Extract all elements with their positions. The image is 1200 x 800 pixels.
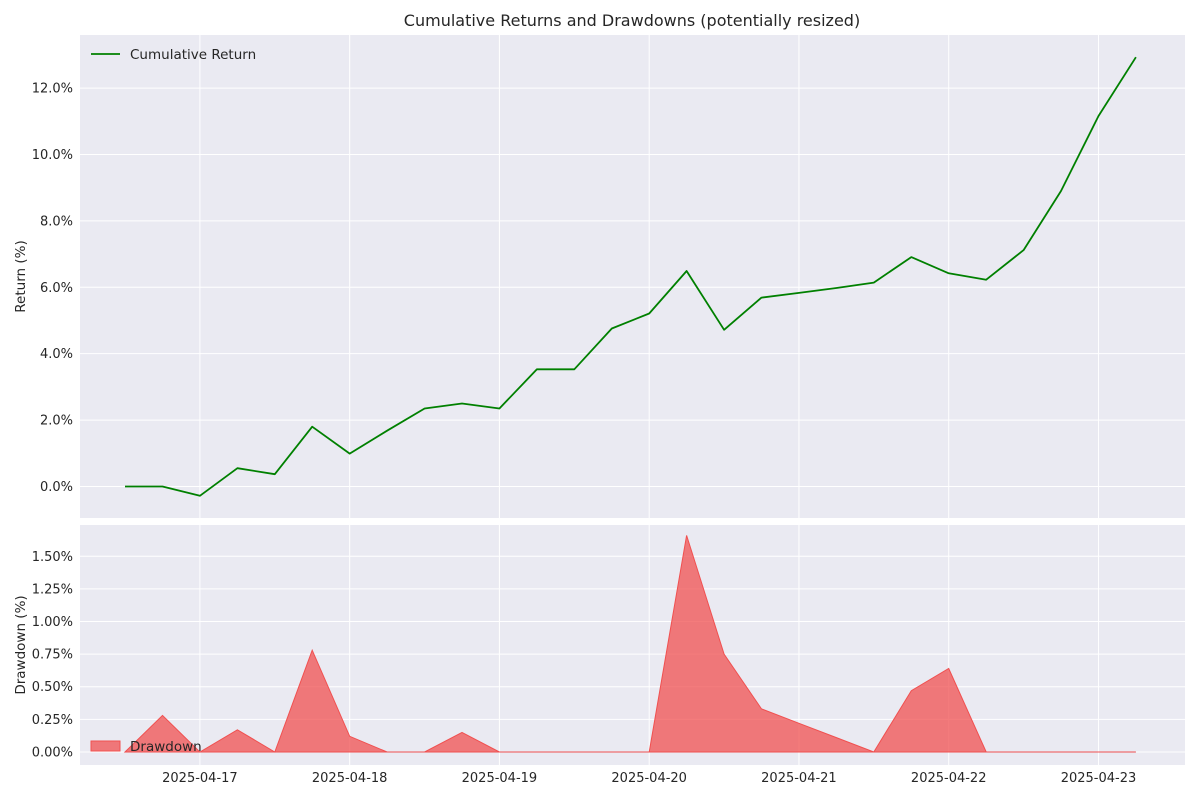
drawdown-point [236,729,238,731]
drawdown-point [611,751,613,753]
drawdown-point [1060,751,1062,753]
drawdown-point [424,751,426,753]
drawdown-point [798,722,800,724]
cumulative-return-line [125,56,1137,497]
drawdown-point [573,751,575,753]
cumulative-return-point [910,256,912,258]
drawdown-point [386,751,388,753]
xtick-label: 2025-04-22 [911,771,987,786]
cumulative-return-point [498,407,500,409]
cumulative-return-point [1135,56,1137,58]
returns-panel: 0.0% 2.0% 4.0% 6.0% 8.0% 10.0% 12.0% Return (%)… [13,35,1185,518]
drawdown-point [686,534,688,536]
legend-swatch-drawdown [90,740,121,752]
cumulative-return-point [948,272,950,274]
drawdown-point [1023,751,1025,753]
legend-label-cumulative-return: Cumulative Return [130,47,256,63]
drawdown-ytick-label: 1.50% [32,550,73,565]
drawdown-point [161,714,163,716]
legend-label-drawdown: Drawdown [130,739,202,755]
drawdown-point [723,653,725,655]
drawdown-point [124,751,126,753]
cumulative-return-point [1023,249,1025,251]
cumulative-return-point [611,327,613,329]
drawdown-point [311,649,313,651]
xtick-label: 2025-04-21 [761,771,837,786]
cumulative-return-point [536,368,538,370]
xtick-label: 2025-04-23 [1061,771,1137,786]
drawdown-point [948,667,950,669]
returns-ytick-label: 6.0% [40,281,73,296]
cumulative-return-point [761,297,763,299]
xtick-label: 2025-04-18 [312,771,388,786]
cumulative-return-point [386,430,388,432]
cumulative-return-point [349,453,351,455]
cumulative-return-point [573,368,575,370]
drawdown-area [123,535,1136,753]
drawdown-point [835,737,837,739]
cumulative-return-point [199,495,201,497]
drawdown-ytick-label: 1.25% [32,582,73,597]
drawdown-point [761,708,763,710]
returns-legend: Cumulative Return [91,47,256,63]
xtick-label: 2025-04-17 [162,771,238,786]
cumulative-return-point [985,279,987,281]
drawdown-ytick-label: 0.75% [32,648,73,663]
drawdown-point [498,751,500,753]
drawdown-point [536,751,538,753]
returns-ytick-label: 2.0% [40,414,73,429]
drawdown-point [349,735,351,737]
cumulative-return-point [648,313,650,315]
cumulative-return-point [274,473,276,475]
cumulative-return-point [124,485,126,487]
xtick-label: 2025-04-19 [462,771,538,786]
drawdown-point [985,751,987,753]
returns-plot-background [80,35,1185,518]
chart-title: Cumulative Returns and Drawdowns (potent… [404,11,860,30]
returns-ytick-label: 10.0% [32,148,73,163]
cumulative-return-point [686,270,688,272]
drawdown-ytick-label: 0.25% [32,713,73,728]
drawdown-ylabel: Drawdown (%) [13,595,29,694]
cumulative-return-point [236,467,238,469]
returns-ylabel: Return (%) [13,240,29,312]
drawdown-point [274,751,276,753]
drawdown-panel: 0.00% 0.25% 0.50% 0.75% 1.00% 1.25% 1.50% 2025-… [13,525,1185,786]
cumulative-return-point [1060,190,1062,192]
returns-ytick-label: 4.0% [40,347,73,362]
returns-ytick-label: 0.0% [40,480,73,495]
cumulative-return-point [798,292,800,294]
drawdown-ytick-label: 0.00% [32,745,73,760]
drawdown-ytick-label: 0.50% [32,680,73,695]
returns-ytick-label: 12.0% [32,82,73,97]
drawdown-point [910,690,912,692]
cumulative-return-point [835,287,837,289]
drawdown-legend: Drawdown [90,739,202,755]
drawdown-plot-background [80,525,1185,765]
cumulative-return-point [311,426,313,428]
drawdown-point [1135,751,1137,753]
cumulative-return-point [1097,115,1099,117]
drawdown-ytick-label: 1.00% [32,615,73,630]
xtick-label: 2025-04-20 [611,771,687,786]
drawdown-point [1097,751,1099,753]
cumulative-return-point [873,282,875,284]
cumulative-return-point [424,407,426,409]
drawdown-point [461,731,463,733]
cumulative-return-point [723,329,725,331]
returns-ytick-label: 8.0% [40,214,73,229]
drawdown-point [873,751,875,753]
cumulative-return-point [461,402,463,404]
cumulative-return-point [161,485,163,487]
drawdown-point [648,751,650,753]
